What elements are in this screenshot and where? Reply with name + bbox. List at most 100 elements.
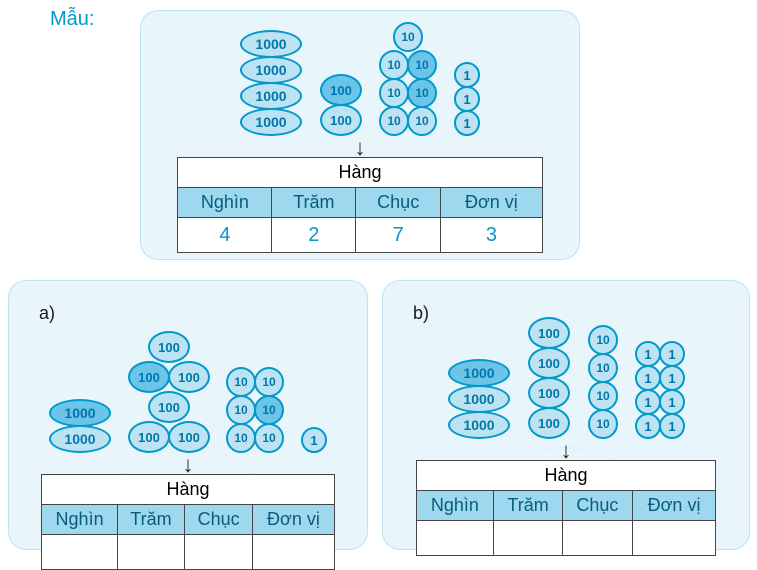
ones-col: 1 (301, 428, 327, 452)
disc-100: 100 (168, 361, 210, 393)
disc-1: 1 (659, 413, 685, 439)
arrow-down-icon: ↓ (399, 444, 733, 458)
thousands-col: 1000 1000 1000 1000 (240, 31, 302, 135)
disc-100: 100 (168, 421, 210, 453)
b-discs: 1000 1000 1000 100 100 100 100 10 10 10 … (399, 318, 733, 438)
disc-10: 10 (588, 409, 618, 439)
tens-col: 10 10 10 10 (588, 326, 618, 438)
col-thousands: Nghìn (178, 188, 272, 218)
disc-10: 10 (379, 106, 409, 136)
place-value-table-b: Hàng Nghìn Trăm Chục Đơn vị (416, 460, 717, 556)
val-hundreds: 2 (272, 218, 356, 253)
disc-100: 100 (528, 377, 570, 409)
val-tens[interactable] (185, 535, 253, 570)
a-discs: 1000 1000 100 100 100 100 100 100 10 10 … (25, 332, 351, 452)
disc-100: 100 (320, 74, 362, 106)
disc-100: 100 (148, 391, 190, 423)
disc-10: 10 (254, 423, 284, 453)
disc-10: 10 (407, 50, 437, 80)
disc-10: 10 (254, 395, 284, 425)
table-title: Hàng (178, 158, 542, 188)
panel-sample: 1000 1000 1000 1000 100 100 10 10 10 10 … (140, 10, 580, 260)
place-value-table-sample: Hàng Nghìn Trăm Chục Đơn vị 4 2 7 3 (177, 157, 542, 253)
disc-10: 10 (379, 78, 409, 108)
table-title: Hàng (42, 475, 334, 505)
disc-100: 100 (528, 407, 570, 439)
panel-b: b) 1000 1000 1000 100 100 100 100 10 10 … (382, 280, 750, 550)
disc-10: 10 (407, 78, 437, 108)
disc-10: 10 (254, 367, 284, 397)
disc-100: 100 (528, 317, 570, 349)
hundreds-col: 100 100 100 100 100 100 (129, 332, 209, 452)
val-thousands[interactable] (42, 535, 118, 570)
sample-discs: 1000 1000 1000 1000 100 100 10 10 10 10 … (157, 23, 563, 135)
disc-1: 1 (659, 341, 685, 367)
val-thousands[interactable] (416, 521, 493, 556)
table-title: Hàng (416, 461, 716, 491)
thousands-col: 1000 1000 1000 (448, 360, 510, 438)
disc-10: 10 (379, 50, 409, 80)
disc-1: 1 (301, 427, 327, 453)
val-ones[interactable] (632, 521, 716, 556)
disc-100: 100 (528, 347, 570, 379)
disc-1: 1 (635, 341, 661, 367)
col-ones: Đơn vị (441, 188, 543, 218)
col-hundreds: Trăm (494, 491, 563, 521)
disc-1: 1 (454, 62, 480, 88)
hundreds-col: 100 100 (320, 75, 362, 135)
disc-1000: 1000 (448, 385, 510, 413)
thousands-col: 1000 1000 (49, 400, 111, 452)
arrow-down-icon: ↓ (25, 458, 351, 472)
disc-1000: 1000 (49, 425, 111, 453)
col-ones: Đơn vị (632, 491, 716, 521)
disc-1000: 1000 (240, 82, 302, 110)
label-a: a) (39, 303, 365, 324)
col-thousands: Nghìn (416, 491, 493, 521)
val-hundreds[interactable] (494, 521, 563, 556)
disc-1000: 1000 (240, 56, 302, 84)
disc-1000: 1000 (448, 411, 510, 439)
disc-100: 100 (128, 361, 170, 393)
val-ones[interactable] (253, 535, 335, 570)
disc-1000: 1000 (448, 359, 510, 387)
disc-10: 10 (226, 423, 256, 453)
ones-col: 1 1 1 1 1 1 1 1 (636, 342, 684, 438)
val-ones: 3 (441, 218, 543, 253)
disc-10: 10 (588, 353, 618, 383)
disc-10: 10 (407, 106, 437, 136)
disc-100: 100 (148, 331, 190, 363)
col-ones: Đơn vị (253, 505, 335, 535)
panel-a: a) 1000 1000 100 100 100 100 100 100 10 … (8, 280, 368, 550)
val-thousands: 4 (178, 218, 272, 253)
ones-col: 1 1 1 (454, 63, 480, 135)
disc-10: 10 (588, 325, 618, 355)
disc-10: 10 (393, 22, 423, 52)
disc-1000: 1000 (240, 30, 302, 58)
disc-1: 1 (454, 86, 480, 112)
disc-1: 1 (454, 110, 480, 136)
disc-1: 1 (635, 389, 661, 415)
disc-1000: 1000 (49, 399, 111, 427)
arrow-down-icon: ↓ (157, 141, 563, 155)
disc-1: 1 (659, 365, 685, 391)
val-tens: 7 (356, 218, 441, 253)
disc-100: 100 (128, 421, 170, 453)
col-tens: Chục (563, 491, 633, 521)
disc-1: 1 (659, 389, 685, 415)
col-hundreds: Trăm (272, 188, 356, 218)
col-tens: Chục (185, 505, 253, 535)
val-hundreds[interactable] (117, 535, 184, 570)
disc-1: 1 (635, 413, 661, 439)
disc-1: 1 (635, 365, 661, 391)
disc-1000: 1000 (240, 108, 302, 136)
tens-col: 10 10 10 10 10 10 (227, 368, 283, 452)
hundreds-col: 100 100 100 100 (528, 318, 570, 438)
col-thousands: Nghìn (42, 505, 118, 535)
col-hundreds: Trăm (117, 505, 184, 535)
col-tens: Chục (356, 188, 441, 218)
val-tens[interactable] (563, 521, 633, 556)
sample-label: Mẫu: (50, 8, 94, 31)
place-value-table-a: Hàng Nghìn Trăm Chục Đơn vị (41, 474, 334, 570)
disc-10: 10 (588, 381, 618, 411)
disc-100: 100 (320, 104, 362, 136)
